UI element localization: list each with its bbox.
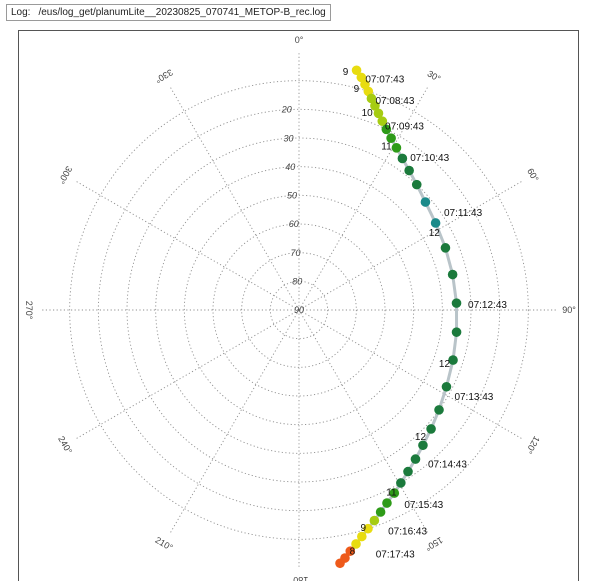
- elevation-label: 50: [287, 191, 297, 201]
- azimuth-spoke: [75, 309, 300, 440]
- log-label: Log:: [11, 7, 31, 18]
- track-point: [377, 116, 388, 126]
- time-label: 07:08:43: [375, 96, 414, 107]
- azimuth-label: 0°: [295, 35, 304, 45]
- track-point: [345, 546, 356, 556]
- log-path: /eus/log_get/planumLite__20230825_070741…: [38, 7, 326, 18]
- track-point: [434, 405, 444, 415]
- time-label: 07:09:43: [385, 122, 424, 133]
- signal-value-label: 11: [381, 141, 392, 152]
- azimuth-label: 90°: [562, 305, 576, 315]
- track-point: [420, 197, 431, 207]
- track-point: [448, 355, 458, 365]
- elevation-label: 60: [289, 219, 299, 229]
- track-labels: 20304050607080900°30°60°90°120°150°180°2…: [24, 35, 576, 581]
- track-point: [335, 558, 345, 569]
- time-label: 07:17:43: [376, 549, 415, 560]
- signal-value-label: 10: [362, 108, 374, 119]
- track-point: [363, 523, 373, 534]
- signal-value-label: 9: [354, 84, 360, 95]
- track-point: [451, 298, 462, 308]
- time-label: 07:07:43: [365, 75, 404, 86]
- track-point: [404, 165, 414, 176]
- time-label: 07:11:43: [444, 208, 483, 219]
- track-point: [411, 179, 422, 190]
- track-point: [447, 269, 458, 280]
- azimuth-label: 300°: [56, 164, 74, 185]
- elevation-label: 80: [292, 276, 302, 286]
- azimuth-label: 60°: [525, 167, 541, 184]
- azimuth-label: 120°: [524, 434, 542, 455]
- elevation-ring: [69, 80, 529, 540]
- time-label: 07:16:43: [388, 527, 427, 538]
- satellite-track: [335, 65, 462, 569]
- track-point: [441, 381, 452, 392]
- track-point: [430, 218, 441, 228]
- track-point: [389, 488, 400, 498]
- azimuth-spoke: [298, 86, 429, 311]
- azimuth-spoke: [298, 180, 523, 311]
- elevation-label: 40: [285, 162, 295, 172]
- track-point: [373, 108, 384, 119]
- track-point: [426, 424, 436, 434]
- track-point: [451, 327, 462, 337]
- polar-plot-frame: [18, 30, 579, 581]
- elevation-ring: [97, 108, 501, 512]
- elevation-ring: [269, 280, 329, 340]
- track-point: [403, 466, 413, 477]
- elevation-label: 30: [283, 133, 293, 143]
- track-point: [366, 93, 377, 104]
- track-point: [381, 124, 392, 135]
- track-point: [375, 507, 386, 517]
- azimuth-label: 240°: [56, 434, 74, 455]
- signal-value-label: 11: [386, 487, 397, 498]
- polar-grid: [41, 52, 557, 568]
- signal-value-label: 12: [429, 228, 441, 239]
- elevation-ring: [241, 252, 357, 368]
- azimuth-label: 270°: [24, 301, 34, 320]
- track-point: [386, 133, 396, 144]
- time-label: 07:12:43: [468, 300, 507, 311]
- elevation-label: 90: [294, 305, 304, 315]
- track-point: [410, 454, 421, 464]
- log-file-field: Log: /eus/log_get/planumLite__20230825_07…: [6, 4, 331, 21]
- track-point: [418, 440, 428, 451]
- azimuth-label: 180°: [289, 575, 308, 581]
- signal-value-label: 9: [361, 523, 367, 534]
- track-point: [351, 65, 362, 76]
- elevation-ring: [183, 194, 415, 426]
- azimuth-spoke: [169, 309, 300, 534]
- track-point: [369, 515, 380, 526]
- track-point: [391, 143, 402, 153]
- azimuth-label: 30°: [426, 68, 443, 84]
- signal-value-label: 8: [350, 547, 356, 558]
- track-point: [357, 531, 367, 542]
- time-label: 07:13:43: [454, 392, 493, 403]
- elevation-ring: [126, 137, 472, 483]
- track-point: [397, 153, 408, 164]
- signal-value-label: 12: [439, 359, 451, 370]
- track-point: [440, 243, 451, 253]
- elevation-ring: [155, 166, 443, 454]
- time-label: 07:15:43: [404, 500, 443, 511]
- elevation-ring: [212, 223, 386, 397]
- signal-value-label: 9: [343, 67, 349, 78]
- elevation-label: 70: [290, 248, 300, 258]
- time-label: 07:10:43: [410, 153, 449, 164]
- azimuth-label: 330°: [153, 67, 174, 85]
- track-point: [382, 498, 392, 508]
- track-point: [396, 478, 406, 488]
- elevation-label: 20: [281, 105, 292, 115]
- azimuth-label: 210°: [153, 535, 174, 553]
- signal-value-label: 12: [415, 432, 427, 443]
- track-point: [370, 100, 380, 111]
- track-point: [351, 539, 361, 549]
- time-label: 07:14:43: [428, 460, 467, 471]
